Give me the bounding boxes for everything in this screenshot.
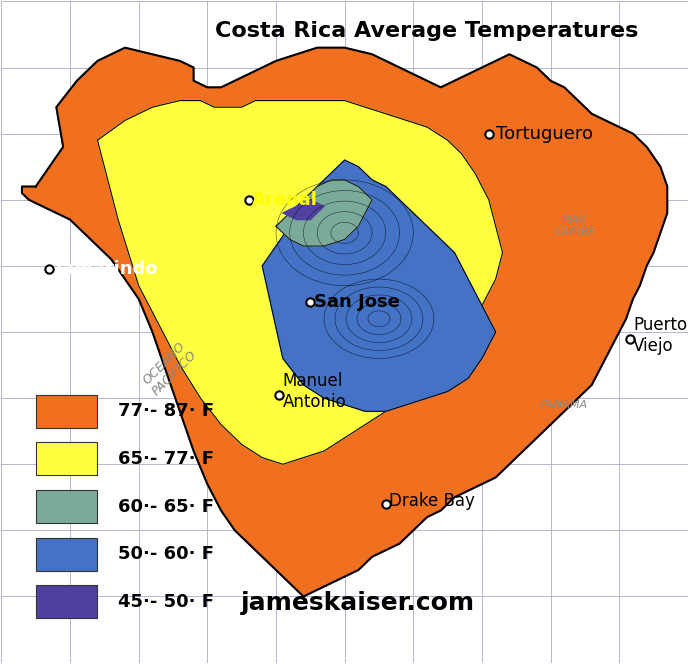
- Polygon shape: [283, 200, 324, 220]
- Text: Puerto
Viejo: Puerto Viejo: [633, 316, 687, 355]
- Text: Drake Bay: Drake Bay: [389, 491, 475, 509]
- Text: 77·- 87· F: 77·- 87· F: [118, 402, 214, 420]
- Text: Arenal: Arenal: [252, 191, 318, 208]
- FancyBboxPatch shape: [36, 490, 97, 523]
- Text: 50·- 60· F: 50·- 60· F: [118, 545, 214, 563]
- Polygon shape: [22, 48, 667, 596]
- Text: OCEANO
PACIFICO: OCEANO PACIFICO: [139, 338, 200, 398]
- Text: 45·- 50· F: 45·- 50· F: [118, 593, 214, 611]
- Text: Tamarindo: Tamarindo: [53, 260, 158, 278]
- Text: Costa Rica Average Temperatures: Costa Rica Average Temperatures: [216, 21, 638, 41]
- FancyBboxPatch shape: [36, 585, 97, 618]
- FancyBboxPatch shape: [36, 442, 97, 475]
- Text: 60·- 65· F: 60·- 65· F: [118, 497, 214, 515]
- Text: San Jose: San Jose: [314, 293, 400, 311]
- Polygon shape: [262, 160, 496, 411]
- Text: MAR
CARIBE: MAR CARIBE: [554, 215, 595, 237]
- Polygon shape: [97, 100, 503, 464]
- Text: jameskaiser.com: jameskaiser.com: [241, 591, 475, 615]
- Text: 65·- 77· F: 65·- 77· F: [118, 450, 214, 468]
- FancyBboxPatch shape: [36, 538, 97, 570]
- Text: PANAMA: PANAMA: [541, 400, 588, 410]
- Polygon shape: [276, 180, 372, 246]
- FancyBboxPatch shape: [36, 395, 97, 428]
- Text: Tortuguero: Tortuguero: [496, 125, 593, 143]
- Text: Manuel
Antonio: Manuel Antonio: [283, 372, 346, 411]
